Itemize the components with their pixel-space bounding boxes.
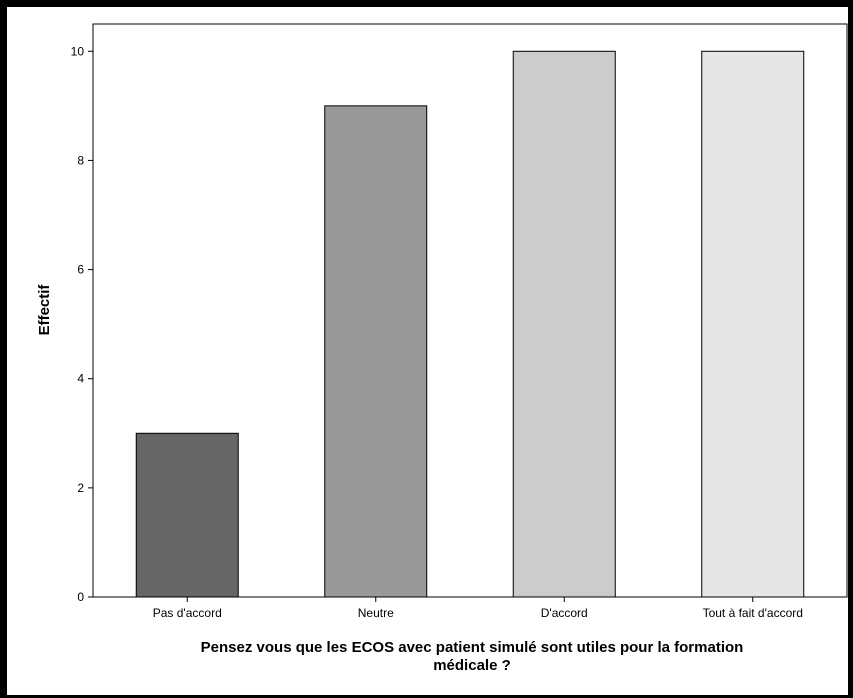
y-tick-label-2: 2 [77, 481, 84, 495]
x-tick-label-0: Pas d'accord [153, 606, 222, 620]
x-tick-label-3: Tout à fait d'accord [703, 606, 803, 620]
bar-0 [135, 432, 239, 598]
bar-1 [324, 105, 428, 598]
y-tick-label-0: 0 [77, 590, 84, 604]
x-tick-label-2: D'accord [541, 606, 588, 620]
x-axis-title-line-2: médicale ? [433, 657, 511, 674]
y-axis-title: Effectif [36, 284, 53, 336]
bar-2 [512, 50, 616, 598]
bar-3 [701, 50, 805, 598]
y-tick-label-6: 6 [77, 263, 84, 277]
bars [135, 50, 805, 598]
y-tick-label-10: 10 [71, 44, 85, 58]
y-tick-label-4: 4 [77, 372, 84, 386]
y-axis: 0 2 4 6 8 10 [71, 44, 93, 604]
x-axis: Pas d'accord Neutre D'accord Tout à fait d'… [153, 597, 803, 620]
x-tick-label-1: Neutre [358, 606, 394, 620]
x-axis-title-line-1: Pensez vous que les ECOS avec patient si… [201, 639, 744, 656]
y-tick-label-8: 8 [77, 153, 84, 167]
